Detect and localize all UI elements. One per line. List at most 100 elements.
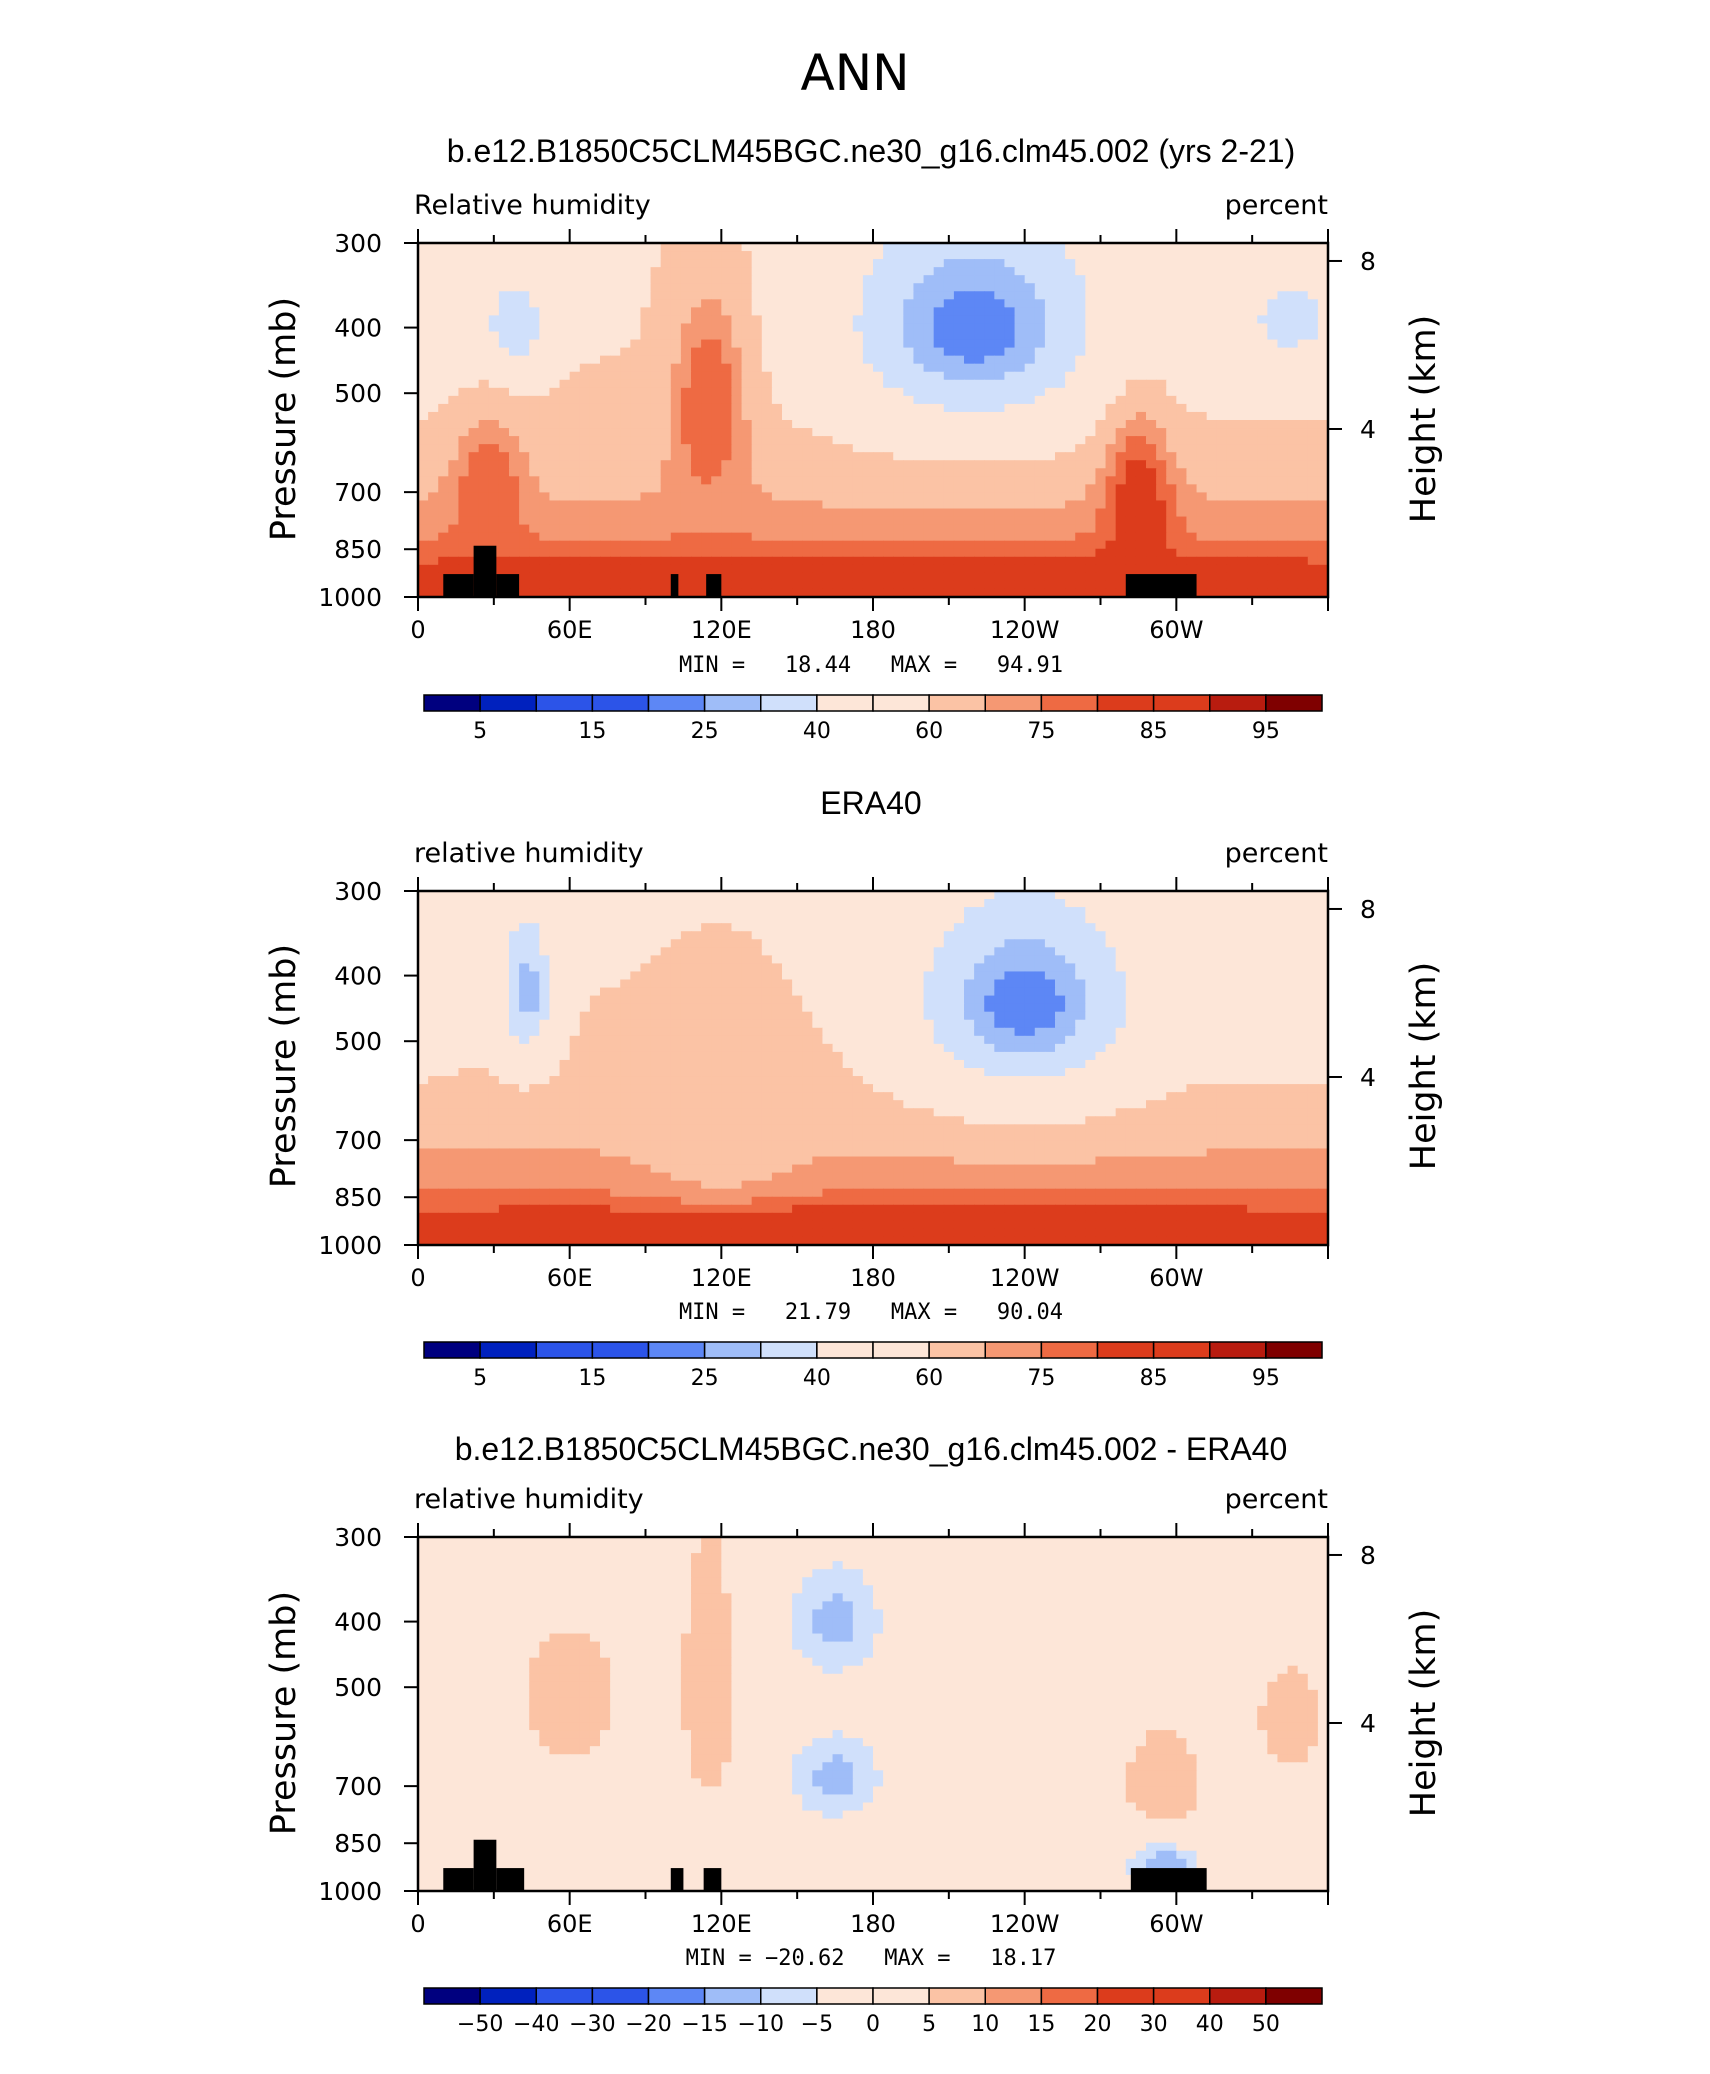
contour-cell bbox=[448, 444, 460, 453]
contour-cell bbox=[792, 339, 803, 349]
contour-cell bbox=[1176, 387, 1188, 397]
contour-cell bbox=[771, 299, 783, 308]
contour-cell bbox=[1267, 556, 1279, 566]
contour-cell bbox=[1317, 468, 1329, 477]
contour-cell bbox=[812, 387, 824, 397]
contour-cell bbox=[1267, 259, 1279, 268]
contour-cell bbox=[438, 460, 449, 469]
contour-cell bbox=[1095, 452, 1107, 461]
contour-cell bbox=[1226, 556, 1238, 566]
contour-cell bbox=[1317, 572, 1329, 582]
contour-cell bbox=[1307, 339, 1319, 349]
contour-cell bbox=[923, 907, 935, 916]
contour-cell bbox=[1044, 428, 1056, 437]
contour-cell bbox=[478, 436, 490, 445]
contour-cell bbox=[620, 548, 631, 558]
contour-cell bbox=[862, 291, 874, 300]
contour-cell bbox=[792, 283, 803, 292]
contour-cell bbox=[822, 939, 834, 948]
contour-cell bbox=[660, 484, 672, 494]
contour-cell bbox=[1166, 500, 1177, 510]
contour-cell bbox=[1024, 355, 1036, 365]
contour-cell bbox=[620, 347, 631, 357]
contour-cell bbox=[964, 452, 975, 461]
contour-cell bbox=[782, 939, 793, 948]
contour-cell bbox=[478, 243, 490, 252]
contour-cell bbox=[1237, 307, 1248, 317]
contour-cell bbox=[1024, 323, 1036, 333]
contour-cell bbox=[448, 907, 460, 916]
contour-cell bbox=[509, 468, 520, 477]
contour-cell bbox=[913, 347, 925, 357]
contour-cell bbox=[519, 947, 530, 956]
contour-cell bbox=[1267, 931, 1279, 940]
contour-cell bbox=[1014, 532, 1026, 542]
contour-cell bbox=[1156, 556, 1167, 566]
contour-cell bbox=[458, 339, 470, 349]
contour-cell bbox=[1277, 588, 1289, 598]
contour-cell bbox=[1267, 420, 1279, 429]
contour-cell bbox=[428, 251, 439, 260]
contour-cell bbox=[994, 572, 1006, 582]
contour-cell bbox=[792, 508, 803, 518]
contour-cell bbox=[751, 420, 763, 429]
contour-cell bbox=[1317, 891, 1329, 900]
contour-cell bbox=[1004, 963, 1016, 973]
contour-cell bbox=[1206, 899, 1218, 908]
contour-cell bbox=[539, 267, 551, 276]
contour-cell bbox=[1014, 947, 1026, 956]
contour-cell bbox=[600, 267, 611, 276]
contour-cell bbox=[923, 516, 935, 526]
contour-cell bbox=[1196, 500, 1208, 510]
contour-cell bbox=[1237, 564, 1248, 574]
contour-cell bbox=[559, 955, 571, 965]
contour-cell bbox=[751, 540, 763, 550]
contour-cell bbox=[701, 963, 712, 973]
contour-cell bbox=[1146, 508, 1157, 518]
contour-cell bbox=[1146, 931, 1157, 940]
contour-cell bbox=[1206, 428, 1218, 437]
contour-cell bbox=[731, 891, 743, 900]
contour-cell bbox=[418, 371, 429, 381]
contour-cell bbox=[1186, 548, 1198, 558]
contour-cell bbox=[741, 259, 753, 268]
contour-cell bbox=[640, 508, 652, 518]
contour-cell bbox=[953, 899, 965, 908]
contour-cell bbox=[1277, 452, 1289, 461]
contour-cell bbox=[519, 403, 530, 413]
contour-cell bbox=[660, 331, 672, 341]
contour-cell bbox=[610, 339, 621, 349]
contour-cell bbox=[559, 907, 571, 916]
contour-cell bbox=[549, 291, 561, 300]
contour-cell bbox=[1196, 572, 1208, 582]
contour-cell bbox=[620, 331, 631, 341]
contour-cell bbox=[893, 548, 904, 558]
contour-cell bbox=[509, 387, 520, 397]
contour-cell bbox=[903, 347, 915, 357]
contour-cell bbox=[1146, 548, 1157, 558]
contour-cell bbox=[812, 939, 824, 948]
contour-cell bbox=[640, 315, 652, 325]
contour-cell bbox=[1216, 283, 1228, 292]
contour-cell bbox=[670, 403, 682, 413]
contour-cell bbox=[1257, 532, 1268, 542]
contour-cell bbox=[1257, 564, 1268, 574]
contour-cell bbox=[923, 355, 935, 365]
contour-cell bbox=[589, 420, 601, 429]
contour-cell bbox=[964, 963, 975, 973]
contour-cell bbox=[953, 460, 965, 469]
contour-cell bbox=[1297, 420, 1309, 429]
contour-cell bbox=[1156, 411, 1167, 421]
y2-tick-label: 4 bbox=[1360, 415, 1376, 444]
contour-cell bbox=[1196, 516, 1208, 526]
contour-cell bbox=[1257, 275, 1268, 284]
contour-cell bbox=[418, 436, 429, 445]
y-tick-label: 500 bbox=[334, 379, 382, 408]
contour-cell bbox=[539, 492, 551, 502]
contour-cell bbox=[873, 347, 884, 357]
contour-cell bbox=[1075, 355, 1086, 365]
contour-cell bbox=[701, 548, 712, 558]
contour-cell bbox=[842, 259, 854, 268]
contour-cell bbox=[903, 899, 915, 908]
contour-cell bbox=[1196, 460, 1208, 469]
